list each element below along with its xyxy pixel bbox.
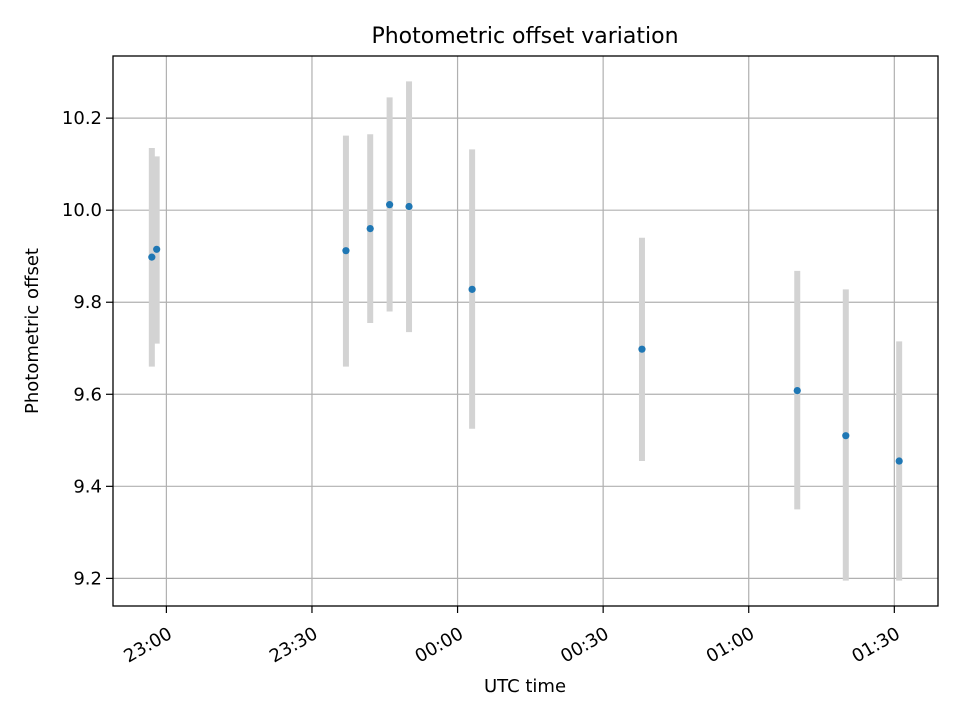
plot-frame bbox=[112, 55, 939, 607]
data-points bbox=[148, 201, 903, 465]
x-axis-label: UTC time bbox=[484, 676, 566, 697]
data-point bbox=[468, 285, 476, 293]
grid bbox=[113, 56, 938, 606]
y-axis-ticks: 9.2 9.4 9.6 9.8 10.0 10.2 bbox=[62, 108, 113, 589]
data-point bbox=[148, 253, 156, 261]
data-point bbox=[638, 345, 646, 353]
data-point bbox=[842, 432, 850, 440]
data-point bbox=[895, 457, 903, 465]
y-tick-label: 10.2 bbox=[62, 108, 102, 129]
y-tick-label: 9.4 bbox=[73, 476, 102, 497]
data-point bbox=[153, 245, 161, 253]
data-point bbox=[366, 224, 374, 233]
y-tick-label: 10.0 bbox=[62, 200, 102, 221]
data-point bbox=[793, 387, 801, 395]
chart-title: Photometric offset variation bbox=[371, 24, 678, 49]
y-tick-label: 9.6 bbox=[73, 384, 102, 405]
data-point bbox=[405, 202, 413, 211]
y-tick-label: 9.8 bbox=[73, 292, 102, 313]
y-tick-label: 9.2 bbox=[73, 568, 102, 589]
y-axis-label: Photometric offset bbox=[22, 248, 43, 414]
data-point bbox=[342, 247, 350, 255]
data-point bbox=[386, 201, 394, 209]
